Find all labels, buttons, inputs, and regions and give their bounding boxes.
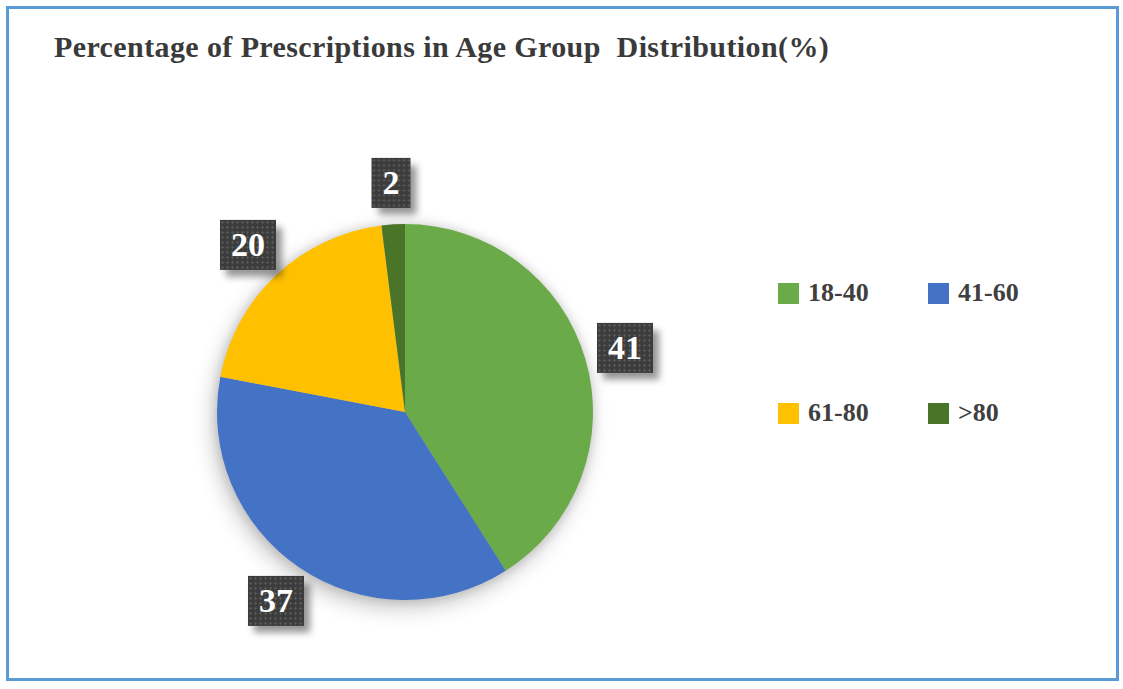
data-label-61-80: 20 [220,220,276,270]
legend-label-over-80: >80 [958,398,999,428]
data-label-18-40: 41 [597,323,653,373]
legend-label-41-60: 41-60 [958,278,1019,308]
pie-slices [217,224,593,600]
legend-item-over-80: >80 [928,398,999,428]
legend-label-18-40: 18-40 [808,278,869,308]
legend-swatch-over-80 [928,403,949,424]
legend-swatch-61-80 [778,403,799,424]
legend-swatch-18-40 [778,283,799,304]
legend-item-41-60: 41-60 [928,278,1019,308]
chart-figure: Percentage of Prescriptions in Age Group… [0,0,1123,689]
legend-item-18-40: 18-40 [778,278,869,308]
legend-item-61-80: 61-80 [778,398,869,428]
data-label-41-60: 37 [248,576,304,626]
data-label->80: 2 [372,158,411,208]
legend-swatch-41-60 [928,283,949,304]
pie-chart [0,0,1123,689]
legend-label-61-80: 61-80 [808,398,869,428]
